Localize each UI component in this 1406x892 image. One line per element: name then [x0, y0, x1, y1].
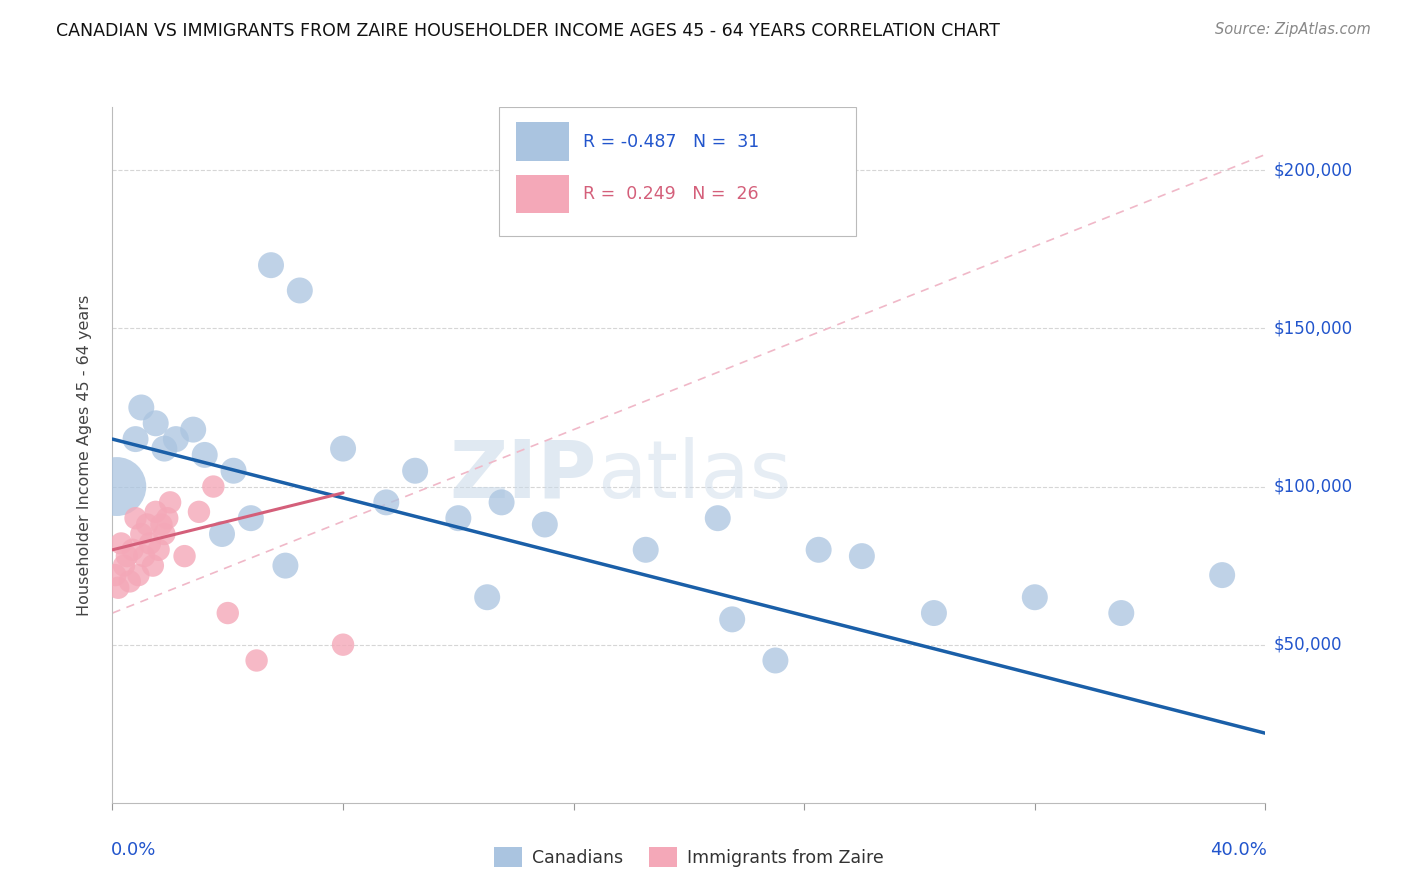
- Point: [156, 511, 179, 525]
- Point: [211, 527, 233, 541]
- Point: [217, 606, 239, 620]
- Point: [634, 542, 657, 557]
- Point: [239, 511, 262, 525]
- Text: R =  0.249   N =  26: R = 0.249 N = 26: [583, 185, 758, 203]
- Point: [851, 549, 873, 563]
- Point: [202, 479, 225, 493]
- Point: [105, 479, 128, 493]
- Point: [145, 417, 167, 431]
- Point: [706, 511, 728, 525]
- Text: CANADIAN VS IMMIGRANTS FROM ZAIRE HOUSEHOLDER INCOME AGES 45 - 64 YEARS CORRELAT: CANADIAN VS IMMIGRANTS FROM ZAIRE HOUSEH…: [56, 22, 1000, 40]
- Point: [274, 558, 297, 573]
- Text: $50,000: $50,000: [1274, 636, 1343, 654]
- Text: 0.0%: 0.0%: [111, 841, 156, 859]
- Point: [148, 542, 170, 557]
- Point: [153, 442, 176, 456]
- Point: [150, 517, 173, 532]
- Point: [142, 558, 165, 573]
- Text: $150,000: $150,000: [1274, 319, 1353, 337]
- Point: [447, 511, 470, 525]
- Text: Source: ZipAtlas.com: Source: ZipAtlas.com: [1215, 22, 1371, 37]
- Point: [129, 401, 153, 415]
- Point: [124, 432, 146, 446]
- Point: [115, 549, 138, 563]
- Point: [404, 464, 426, 478]
- Point: [139, 536, 162, 550]
- Point: [188, 505, 211, 519]
- Point: [153, 527, 176, 541]
- Point: [807, 542, 830, 557]
- Text: atlas: atlas: [596, 437, 792, 515]
- Point: [1024, 591, 1046, 605]
- Point: [112, 558, 135, 573]
- Text: 40.0%: 40.0%: [1209, 841, 1267, 859]
- Text: R = -0.487   N =  31: R = -0.487 N = 31: [583, 133, 759, 151]
- Point: [475, 591, 498, 605]
- Point: [165, 432, 187, 446]
- Point: [260, 258, 283, 272]
- Y-axis label: Householder Income Ages 45 - 64 years: Householder Income Ages 45 - 64 years: [77, 294, 91, 615]
- Point: [129, 527, 153, 541]
- Point: [332, 638, 354, 652]
- Text: $200,000: $200,000: [1274, 161, 1353, 179]
- Point: [145, 505, 167, 519]
- Point: [107, 581, 129, 595]
- Legend: Canadians, Immigrants from Zaire: Canadians, Immigrants from Zaire: [486, 840, 891, 874]
- Point: [159, 495, 181, 509]
- Point: [121, 542, 143, 557]
- Point: [721, 612, 744, 626]
- Point: [127, 568, 149, 582]
- Point: [181, 423, 204, 437]
- Point: [118, 574, 141, 589]
- Point: [134, 549, 156, 563]
- Point: [1211, 568, 1233, 582]
- Point: [491, 495, 513, 509]
- Point: [124, 511, 146, 525]
- Point: [288, 284, 311, 298]
- FancyBboxPatch shape: [516, 122, 569, 161]
- Point: [1111, 606, 1133, 620]
- Point: [375, 495, 398, 509]
- Point: [136, 517, 159, 532]
- Text: $100,000: $100,000: [1274, 477, 1353, 496]
- Point: [110, 536, 132, 550]
- Point: [922, 606, 945, 620]
- Point: [104, 568, 127, 582]
- Text: ZIP: ZIP: [450, 437, 596, 515]
- FancyBboxPatch shape: [516, 175, 569, 213]
- Point: [245, 653, 267, 667]
- Point: [765, 653, 787, 667]
- FancyBboxPatch shape: [499, 107, 856, 235]
- Point: [173, 549, 195, 563]
- Point: [194, 448, 217, 462]
- Point: [332, 442, 354, 456]
- Point: [533, 517, 555, 532]
- Point: [222, 464, 245, 478]
